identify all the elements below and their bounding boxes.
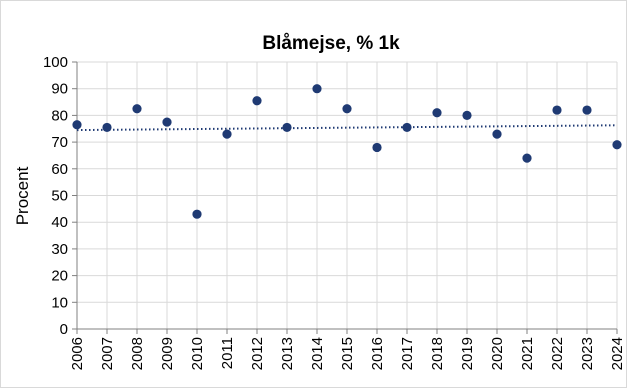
y-tick-label: 80 [51, 107, 68, 124]
y-tick-label: 70 [51, 134, 68, 151]
x-tick-label: 2017 [399, 337, 416, 370]
y-tick-label: 10 [51, 294, 68, 311]
data-point [72, 120, 82, 130]
x-tick-label: 2022 [549, 337, 566, 370]
x-tick-label: 2016 [369, 337, 386, 370]
x-tick-label: 2019 [459, 337, 476, 370]
data-point [492, 129, 502, 139]
y-tick-label: 0 [60, 321, 68, 338]
gridlines [77, 61, 618, 329]
y-tick-label: 20 [51, 268, 68, 285]
x-tick-label: 2006 [69, 337, 86, 370]
x-tick-label: 2018 [429, 337, 446, 370]
x-tick-label: 2021 [519, 337, 536, 370]
data-point [432, 108, 442, 118]
x-tick-label: 2013 [279, 337, 296, 370]
y-tick-labels: 0 10 20 30 40 50 60 70 80 90 100 [43, 54, 68, 338]
data-points [72, 84, 622, 219]
x-tick-label: 2011 [219, 337, 236, 369]
data-point [192, 209, 202, 219]
x-tick-label: 2012 [249, 337, 266, 370]
data-point [252, 96, 262, 106]
y-tick-label: 60 [51, 161, 68, 178]
x-tick-label: 2024 [609, 337, 626, 370]
chart-title: Blåmejse, % 1k [262, 33, 400, 54]
data-point [582, 105, 592, 115]
data-point [612, 140, 622, 150]
x-tick-label: 2010 [189, 337, 206, 370]
data-point [282, 122, 292, 133]
data-point [342, 104, 352, 114]
data-point [102, 122, 112, 133]
x-tick-label: 2023 [579, 337, 596, 370]
x-tick-label: 2014 [309, 337, 326, 370]
axes [72, 61, 618, 334]
data-point [372, 142, 382, 153]
y-tick-label: 50 [51, 188, 68, 205]
y-tick-label: 40 [51, 214, 68, 231]
x-tick-labels: 2006 2007 2008 2009 2010 2011 2012 2013 2014 2015… [69, 337, 626, 370]
y-tick-label: 30 [51, 241, 68, 258]
x-tick-label: 2020 [489, 337, 506, 370]
x-tick-label: 2015 [339, 337, 356, 370]
data-point [522, 153, 532, 163]
x-tick-label: 2007 [99, 337, 116, 370]
data-point [312, 84, 322, 94]
y-tick-label: 100 [43, 54, 68, 71]
data-point [132, 104, 142, 114]
y-tick-label: 90 [51, 81, 68, 98]
data-point [462, 110, 472, 120]
data-point [162, 117, 172, 127]
x-tick-label: 2008 [129, 337, 146, 370]
data-point [222, 129, 232, 139]
y-axis-label: Procent [13, 166, 32, 225]
data-point [552, 105, 562, 115]
data-point [402, 122, 412, 133]
x-tick-label: 2009 [159, 337, 176, 370]
